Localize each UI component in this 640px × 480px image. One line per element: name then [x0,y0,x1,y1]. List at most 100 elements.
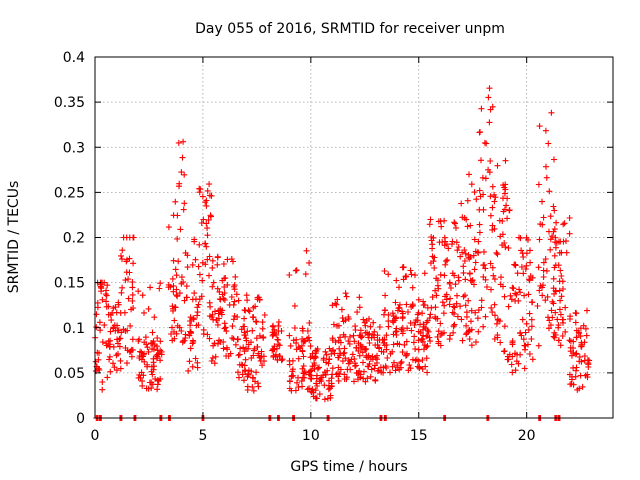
data-point [224,346,231,353]
data-point [466,270,473,277]
data-point [478,304,485,311]
data-point [472,259,479,266]
data-point [431,254,438,261]
data-point [578,342,585,349]
data-point [246,308,253,315]
data-point [443,296,450,303]
data-point [112,327,119,334]
data-point [245,367,252,374]
data-point [106,356,113,363]
data-point [476,221,483,228]
data-point [557,267,564,274]
data-point [501,240,508,246]
data-point [562,328,569,335]
data-point [497,233,504,240]
data-point [321,396,328,403]
data-point [539,292,546,299]
data-point [361,368,367,375]
data-point [206,181,213,188]
data-point [372,354,379,361]
data-point [239,371,246,378]
data-point [368,366,375,373]
data-point [260,334,267,341]
data-point [287,378,293,385]
data-point [539,198,545,205]
data-point [568,380,575,387]
data-point [206,192,213,199]
data-point [183,294,190,301]
data-point [367,356,374,363]
data-point [512,262,519,269]
data-point [482,313,489,320]
data-point [461,214,468,221]
data-point [157,280,164,287]
data-point [424,332,431,339]
data-point [509,353,516,360]
data-point [258,348,265,355]
data-point [182,335,189,341]
data-point [400,264,407,271]
data-point [582,325,589,332]
data-point [522,329,529,336]
data-point [551,252,558,259]
data-point [451,304,458,311]
data-point [426,221,433,228]
x-tick-label: 5 [198,428,207,444]
data-point [101,322,108,329]
data-point [200,216,207,223]
data-point [241,323,248,330]
data-point [232,341,239,348]
data-point [313,395,320,402]
data-point [468,318,474,325]
data-point [221,284,228,290]
data-point [322,371,329,378]
data-point [385,318,392,325]
data-point [513,291,520,298]
data-point [555,337,562,344]
data-point [118,252,124,259]
data-point [523,262,530,269]
data-point [419,310,426,317]
data-point [189,296,196,303]
data-point [322,348,329,355]
data-point [222,324,229,331]
data-point [141,309,147,316]
data-point [415,296,422,303]
data-point [108,317,115,324]
data-point [273,331,280,338]
data-point [476,187,483,194]
data-point [292,267,299,274]
data-point [453,239,460,246]
data-point [403,352,410,358]
data-point [543,174,550,181]
data-point [544,293,551,300]
data-point [471,281,477,288]
data-point [434,282,441,289]
data-point [359,349,366,356]
data-point [241,315,248,322]
data-point [110,343,117,350]
data-point [367,323,374,330]
data-point [222,275,229,281]
data-point [339,315,346,321]
data-point [407,365,414,372]
data-point [106,341,113,348]
data-point [403,301,410,308]
data-point [366,315,372,322]
data-point [559,333,566,339]
data-point [431,265,438,271]
data-point [500,182,507,189]
data-point [455,244,462,250]
data-point [393,314,399,321]
data-point [419,338,426,345]
data-point [435,328,442,335]
data-point [226,301,233,308]
data-point [408,327,415,334]
data-point [553,288,559,295]
data-point [180,338,187,345]
data-point [250,387,257,394]
data-point [351,338,358,345]
data-point [542,127,549,134]
data-point [183,283,190,290]
data-point [570,349,577,356]
